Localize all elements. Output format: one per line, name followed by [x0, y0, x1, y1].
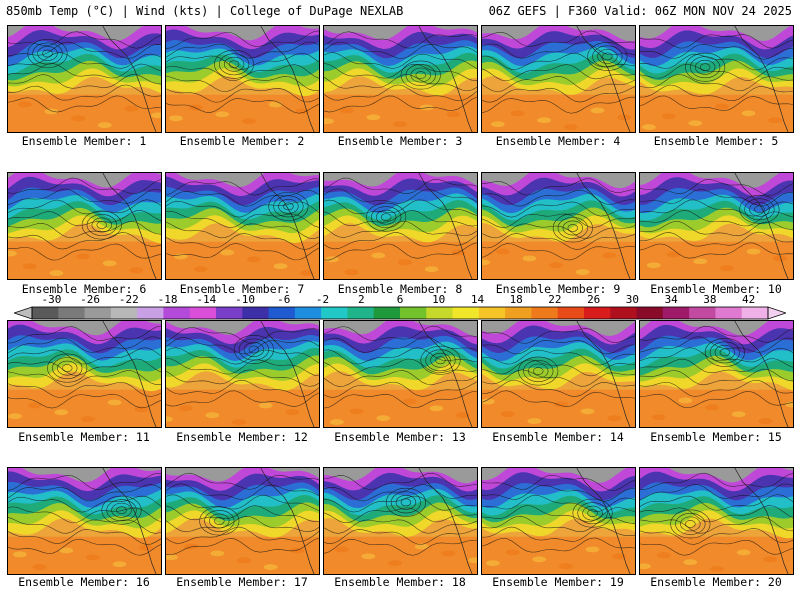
ensemble-member-label: Ensemble Member: 17: [176, 575, 308, 589]
colorbar-segment: [426, 307, 454, 319]
colorbar-tick-label: 6: [396, 293, 404, 306]
ensemble-member-label: Ensemble Member: 18: [334, 575, 466, 589]
colorbar-segment: [610, 307, 638, 319]
colorbar-segment: [689, 307, 716, 319]
colorbar-tick-label: -30: [41, 293, 62, 306]
ensemble-member-map: [481, 25, 636, 133]
ensemble-member-map: [7, 172, 162, 280]
ensemble-member-label: Ensemble Member: 6: [21, 282, 147, 296]
colorbar-segment: [216, 307, 243, 319]
colorbar-segment: [294, 307, 322, 319]
colorbar-segment: [268, 307, 296, 319]
colorbar-tick-labels: -30 -26 -22 -18 -14 -10 -6 -2 2 6 10 14 18 22 26 30 34 38…: [14, 293, 786, 306]
colorbar-segment: [110, 307, 138, 319]
ensemble-member-label: Ensemble Member: 3: [337, 134, 463, 148]
colorbar-segment: [137, 307, 164, 319]
colorbar-tick-label: 38: [703, 293, 717, 306]
ensemble-member-map: [481, 320, 636, 428]
ensemble-member-map: [639, 25, 794, 133]
colorbar-segment: [347, 307, 375, 319]
ensemble-member-label: Ensemble Member: 12: [176, 430, 308, 444]
colorbar-tick-label: -10: [235, 293, 256, 306]
colorbar-segment: [321, 307, 348, 319]
ensemble-member-map: [639, 320, 794, 428]
colorbar-segment: [373, 307, 401, 319]
colorbar-segment: [531, 307, 559, 319]
colorbar-tick-label: -26: [80, 293, 101, 306]
ensemble-member-map: [165, 172, 320, 280]
ensemble-member-map: [323, 25, 478, 133]
colorbar-tick-label: 30: [625, 293, 640, 306]
ensemble-member-label: Ensemble Member: 1: [21, 134, 147, 148]
colorbar-segment: [715, 307, 743, 319]
colorbar-segment: [452, 307, 480, 319]
colorbar-segment: [189, 307, 217, 319]
colorbar-tick-label: -2: [315, 293, 330, 306]
colorbar-tick-label: 26: [587, 293, 601, 306]
colorbar-segment: [84, 307, 112, 319]
ensemble-member-map: [7, 467, 162, 575]
ensemble-member-label: Ensemble Member: 14: [492, 430, 624, 444]
colorbar-tick-label: 2: [357, 293, 365, 306]
colorbar-tick-label: 10: [432, 293, 446, 306]
ensemble-member-map: [481, 172, 636, 280]
colorbar-segment: [662, 307, 690, 319]
colorbar-segment: [242, 307, 270, 319]
ensemble-member-map: [7, 320, 162, 428]
colorbar-tick-label: -18: [157, 293, 178, 306]
ensemble-member-map: [7, 25, 162, 133]
colorbar-tick-label: 22: [548, 293, 562, 306]
colorbar-segment: [163, 307, 191, 319]
colorbar-segment: [636, 307, 664, 319]
colorbar-max-arrow: [767, 306, 786, 320]
colorbar-tick-label: 18: [509, 293, 523, 306]
ensemble-member-label: Ensemble Member: 5: [653, 134, 779, 148]
run-valid-time: 06Z GEFS | F360 Valid: 06Z MON NOV 24 20…: [488, 4, 792, 18]
ensemble-member-map: [639, 172, 794, 280]
ensemble-member-label: Ensemble Member: 7: [179, 282, 305, 296]
ensemble-member-map: [481, 467, 636, 575]
ensemble-member-label: Ensemble Member: 20: [650, 575, 782, 589]
colorbar-min-arrow: [14, 306, 33, 320]
ensemble-member-label: Ensemble Member: 9: [495, 282, 621, 296]
ensemble-member-map: [165, 25, 320, 133]
colorbar-segment: [741, 307, 769, 319]
colorbar-tick-label: 42: [741, 293, 756, 306]
map-title: 850mb Temp (°C) | Wind (kts) | College o…: [6, 4, 404, 18]
ensemble-member-label: Ensemble Member: 4: [495, 134, 621, 148]
colorbar-segment: [478, 307, 506, 319]
ensemble-member-map: [323, 467, 478, 575]
colorbar-tick-label: 34: [664, 293, 678, 306]
colorbar-segment: [58, 307, 86, 319]
colorbar-tick-label: -22: [118, 293, 139, 306]
ensemble-member-label: Ensemble Member: 13: [334, 430, 466, 444]
ensemble-member-label: Ensemble Member: 8: [337, 282, 463, 296]
colorbar-segment: [557, 307, 585, 319]
temperature-colorbar: [14, 306, 786, 320]
ensemble-member-map: [639, 467, 794, 575]
ensemble-member-label: Ensemble Member: 2: [179, 134, 305, 148]
ensemble-member-label: Ensemble Member: 11: [18, 430, 150, 444]
ensemble-member-map: [323, 172, 478, 280]
ensemble-member-map: [165, 467, 320, 575]
colorbar-tick-label: 14: [470, 293, 485, 306]
colorbar-tick-label: -14: [196, 293, 217, 306]
colorbar-segment: [400, 307, 427, 319]
ensemble-member-label: Ensemble Member: 10: [650, 282, 782, 296]
colorbar-segment: [584, 307, 611, 319]
ensemble-member-map: [323, 320, 478, 428]
colorbar-segment: [32, 307, 59, 319]
ensemble-member-label: Ensemble Member: 15: [650, 430, 782, 444]
colorbar-segment: [505, 307, 532, 319]
ensemble-member-label: Ensemble Member: 16: [18, 575, 150, 589]
ensemble-member-map: [165, 320, 320, 428]
ensemble-member-label: Ensemble Member: 19: [492, 575, 624, 589]
colorbar-tick-label: -6: [277, 293, 291, 306]
